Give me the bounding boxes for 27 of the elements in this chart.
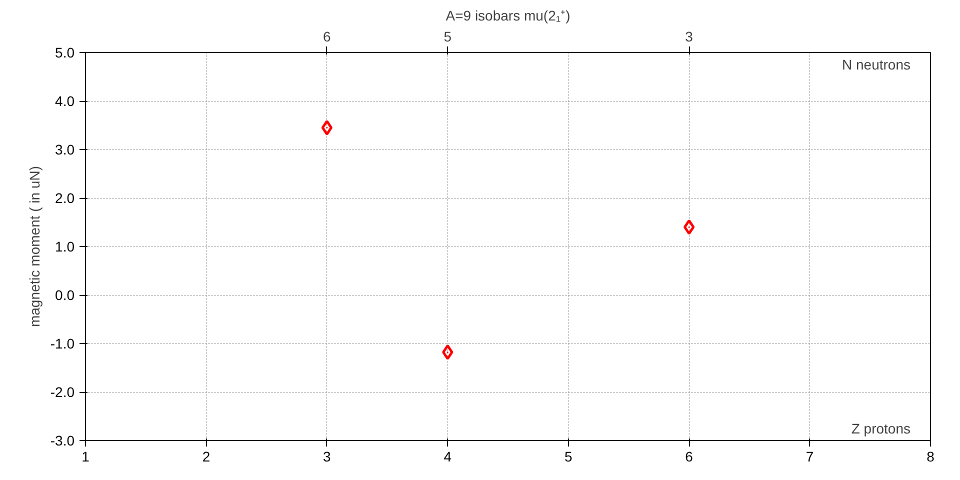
x2-tick-label: 6 — [323, 28, 332, 44]
y-tick-label: -2.0 — [50, 384, 75, 400]
x-tick-label: 3 — [323, 448, 332, 464]
x-tick-label: 2 — [202, 448, 210, 464]
point — [442, 344, 454, 360]
x-tick-label: 4 — [444, 448, 452, 464]
y-tick-label: 3.0 — [55, 142, 75, 158]
y-tick-label: 0.0 — [55, 287, 75, 303]
y-axis-title: magnetic moment ( in uN) — [26, 166, 42, 328]
x-tick-label: 7 — [806, 448, 814, 464]
x-axis-title: Z protons — [851, 420, 911, 436]
point — [321, 120, 333, 136]
point — [683, 219, 695, 235]
x-tick-label: 1 — [82, 448, 90, 464]
y-tick-label: -1.0 — [50, 336, 75, 352]
x-tick-label: 5 — [564, 448, 572, 464]
y-tick-label: 1.0 — [55, 238, 75, 254]
chart-title: A=9 isobars mu(2₁⁺) — [446, 8, 570, 24]
y-tick-label: 5.0 — [55, 44, 75, 60]
x-tick-label: 6 — [685, 448, 694, 464]
y-tick-label: 2.0 — [55, 190, 75, 206]
y-tick-label: 4.0 — [55, 93, 75, 109]
x2-tick-label: 5 — [444, 28, 452, 44]
x2-tick-label: 3 — [685, 28, 694, 44]
x2-axis-title: N neutrons — [842, 56, 910, 72]
x-tick-label: 8 — [926, 448, 935, 464]
y-tick-label: -3.0 — [50, 432, 75, 448]
